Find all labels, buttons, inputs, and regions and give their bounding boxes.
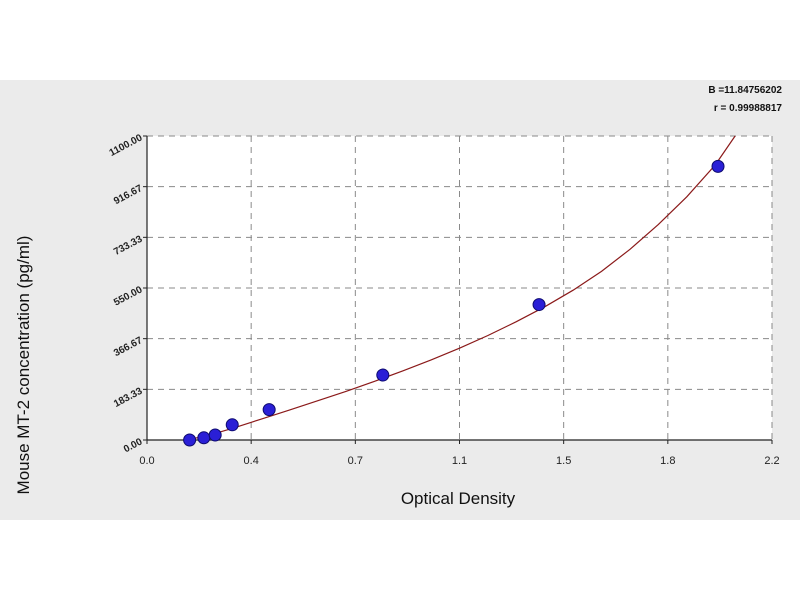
ticks-layer: 0.0 0.4 0.7 1.1 1.5 1.8 2.2 0.00 183.33 366.67 550… bbox=[108, 132, 780, 467]
x-tick-label: 1.1 bbox=[452, 455, 467, 467]
points-layer bbox=[183, 159, 725, 447]
y-tick-label: 183.33 bbox=[112, 386, 145, 410]
x-tick-label: 1.8 bbox=[660, 455, 675, 467]
data-point bbox=[183, 433, 197, 447]
x-tick-label: 0.7 bbox=[348, 455, 363, 467]
x-tick-label: 0.0 bbox=[139, 455, 154, 467]
y-tick-label: 366.67 bbox=[112, 335, 145, 359]
x-tick-label: 0.4 bbox=[244, 455, 259, 467]
data-point bbox=[376, 368, 390, 382]
y-tick-label: 550.00 bbox=[112, 284, 145, 308]
chart-svg: 0.0 0.4 0.7 1.1 1.5 1.8 2.2 0.00 183.33 366.67 550… bbox=[14, 85, 783, 508]
x-tick-label: 2.2 bbox=[764, 455, 779, 467]
fit-r-value: r = 0.99988817 bbox=[714, 103, 783, 114]
data-point bbox=[197, 431, 211, 445]
y-tick-label: 733.33 bbox=[112, 234, 145, 258]
y-tick-label: 0.00 bbox=[122, 436, 145, 455]
x-axis-title: Optical Density bbox=[401, 489, 516, 508]
grid-layer bbox=[147, 135, 773, 440]
y-tick-label: 1100.00 bbox=[108, 132, 145, 159]
data-point bbox=[262, 403, 276, 417]
data-point bbox=[711, 159, 725, 173]
fit-b-parameter: B =11.84756202 bbox=[708, 85, 782, 96]
data-point bbox=[532, 298, 546, 312]
data-point bbox=[208, 428, 222, 442]
y-tick-label: 916.67 bbox=[112, 183, 145, 207]
data-point bbox=[225, 418, 239, 432]
y-axis-title: Mouse MT-2 concentration (pg/ml) bbox=[14, 236, 33, 495]
x-tick-label: 1.5 bbox=[556, 455, 571, 467]
chart-figure: 0.0 0.4 0.7 1.1 1.5 1.8 2.2 0.00 183.33 366.67 550… bbox=[0, 80, 800, 520]
fit-curve bbox=[183, 135, 736, 441]
